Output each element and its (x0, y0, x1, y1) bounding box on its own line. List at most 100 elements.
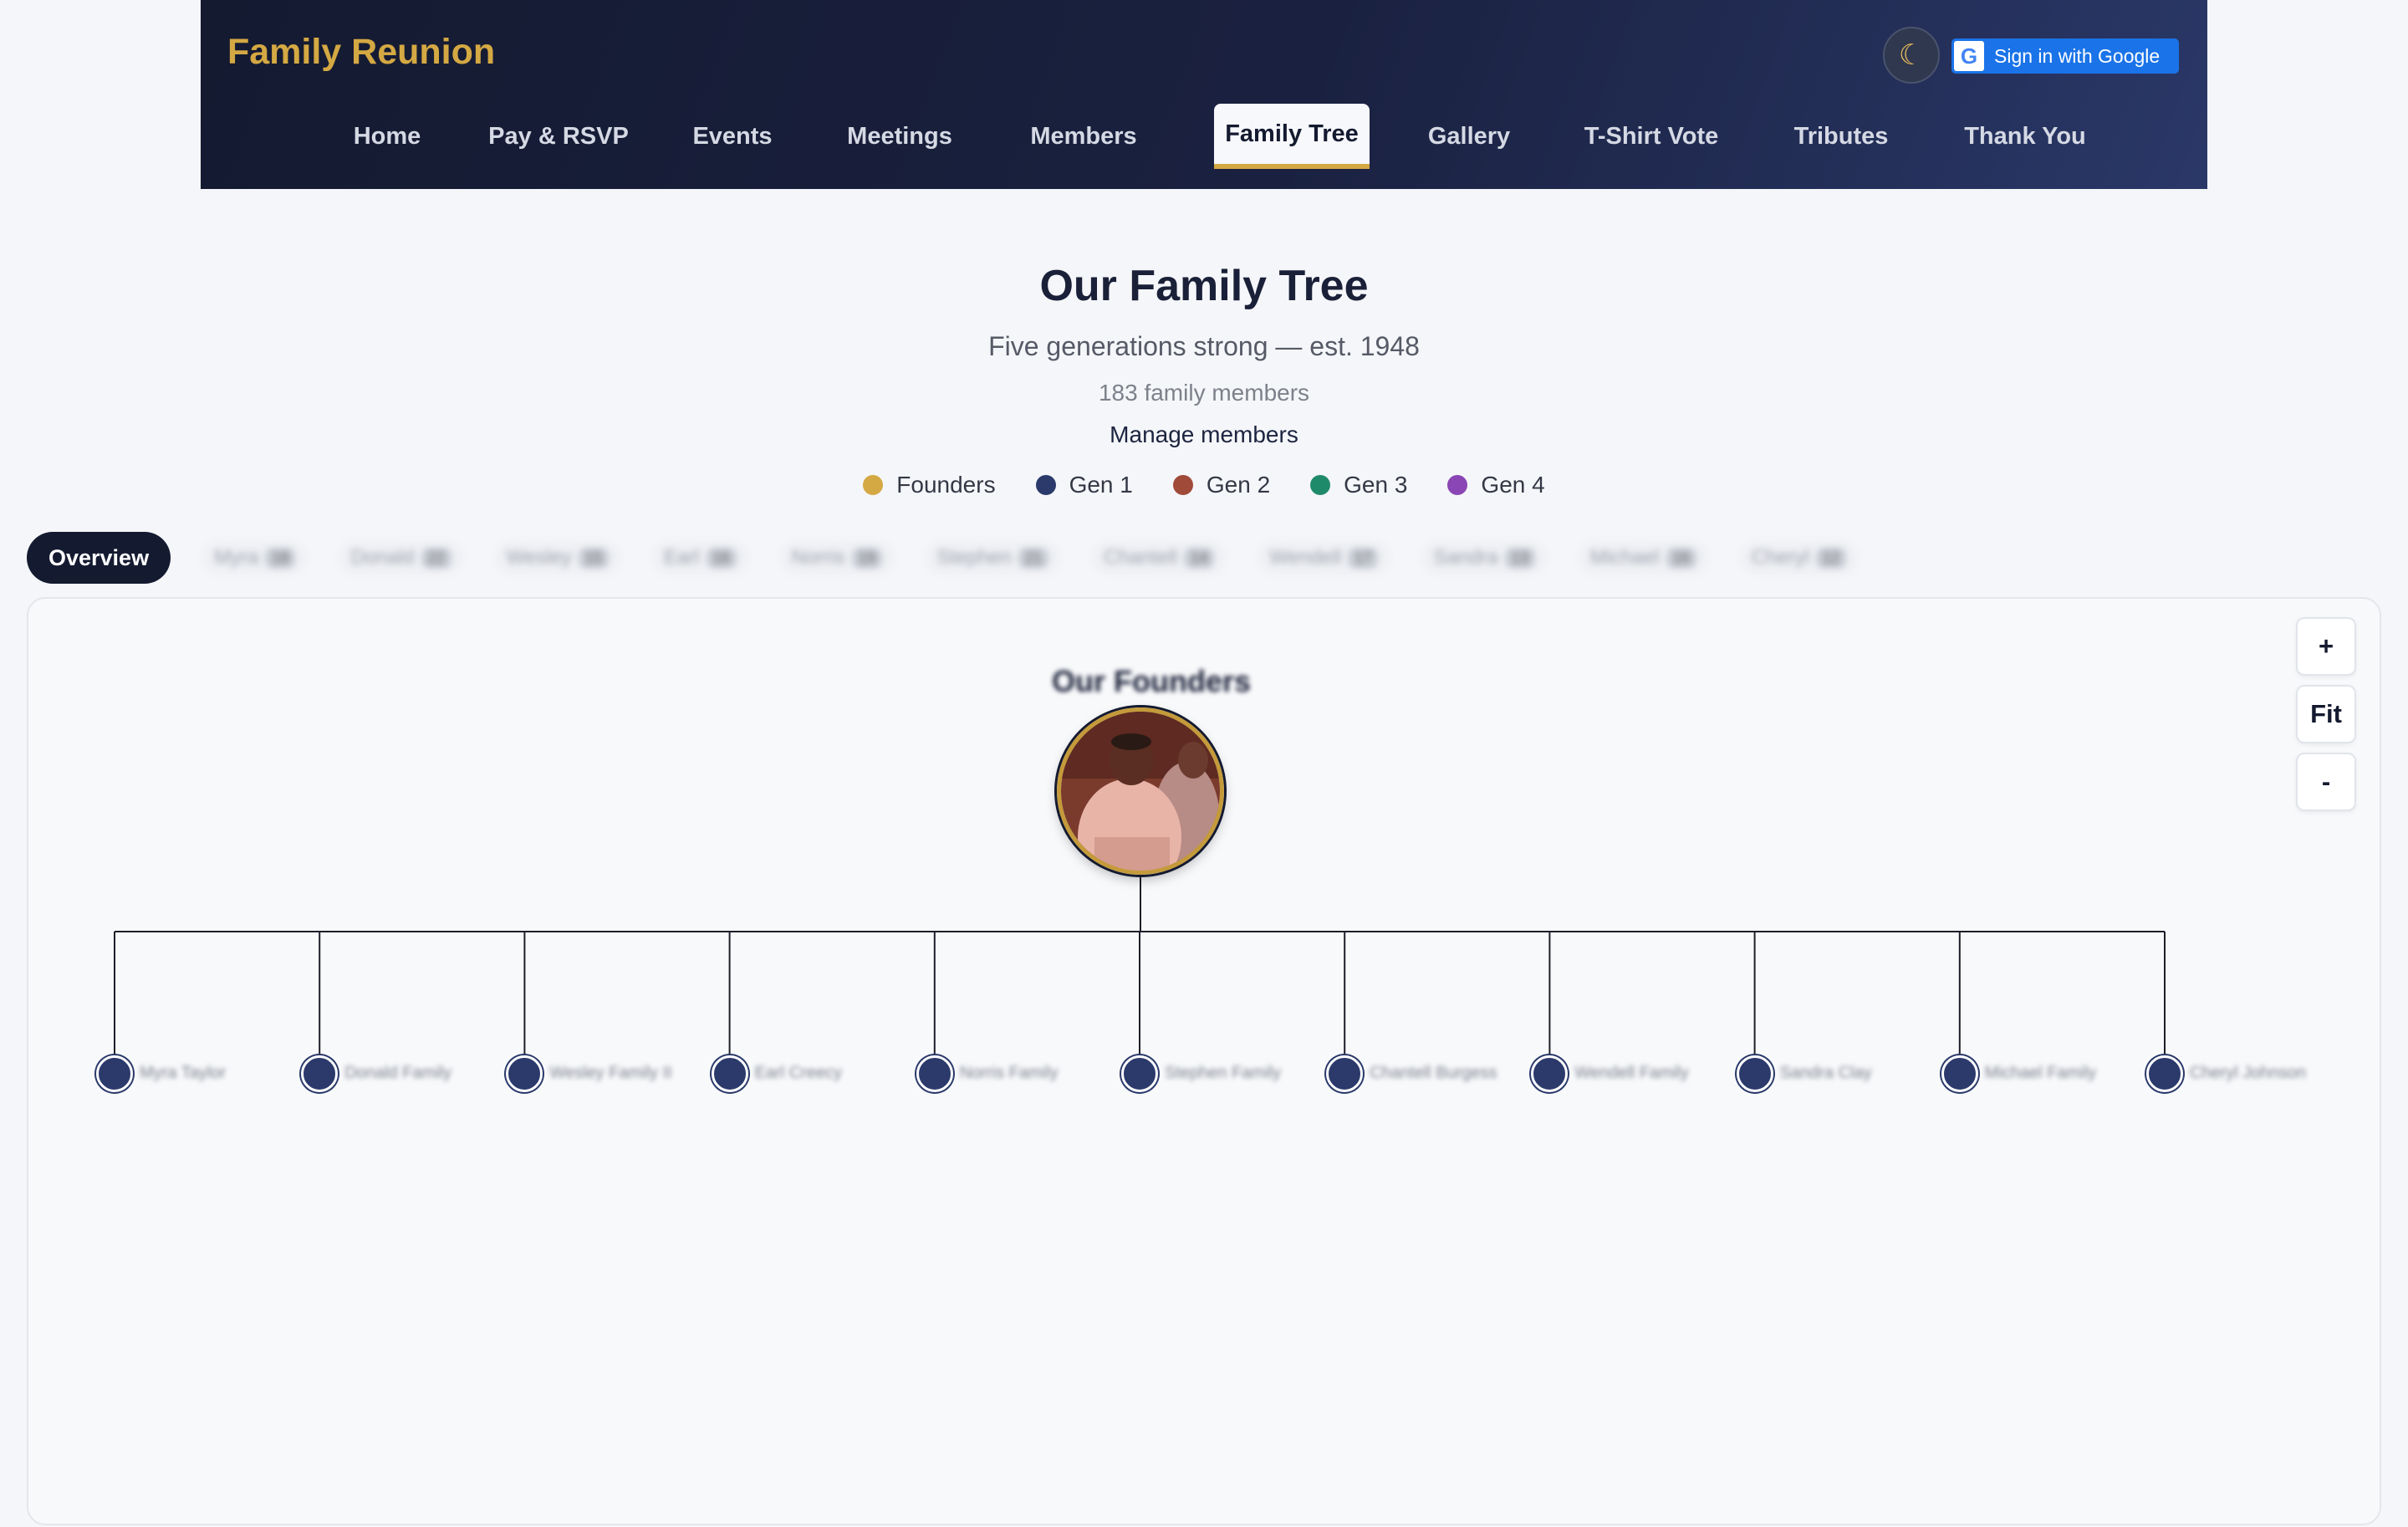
manage-members-link: Manage members (0, 421, 2408, 448)
gen1-member-node[interactable] (1121, 1055, 1158, 1092)
fit-button[interactable]: Fit (2296, 685, 2356, 743)
tab-branch-label: Michael (1589, 546, 1660, 569)
legend-item-gen1: Gen 1 (1035, 472, 1133, 498)
gen1-member-name[interactable]: Sandra Clay (1779, 1064, 1872, 1082)
tab-branch-count: 21 (1018, 547, 1049, 569)
gen1-member-node[interactable] (1941, 1055, 1978, 1092)
nav-home[interactable]: Home (353, 122, 421, 150)
tab-branch[interactable]: Chantell 14 (1092, 541, 1227, 575)
gen1-member-node[interactable] (1736, 1055, 1773, 1092)
gen1-member-node[interactable] (506, 1055, 543, 1092)
tab-branch-count: 15 (578, 547, 609, 569)
tab-branch-label: Sandra (1433, 546, 1498, 569)
tab-branch[interactable]: Michael 16 (1578, 541, 1708, 575)
main-nav: Home Pay & RSVP Events Meetings Members … (201, 104, 2207, 169)
gen1-member-name[interactable]: Norris Family (959, 1064, 1059, 1082)
gen1-member-name[interactable]: Chantell Burgess (1370, 1064, 1497, 1082)
gen1-member-name[interactable]: Donald Family (344, 1064, 452, 1082)
theme-toggle-button[interactable]: ☾ (1883, 27, 1940, 84)
tab-branch-label: Myra (214, 546, 259, 569)
tab-branch[interactable]: Stephen 21 (925, 541, 1061, 575)
gen1-member-name[interactable]: Michael Family (1984, 1064, 2097, 1082)
legend-dot-gen4 (1447, 475, 1468, 495)
brand-title[interactable]: Family Reunion (227, 32, 496, 72)
legend-dot-founders (863, 475, 884, 495)
legend-dot-gen2 (1172, 475, 1193, 495)
tab-branch[interactable]: Donald 22 (339, 541, 463, 575)
tab-branch[interactable]: Cheryl 12 (1739, 541, 1858, 575)
founder-portrait-image (1061, 712, 1220, 871)
nav-tributes[interactable]: Tributes (1793, 122, 1889, 150)
tab-branch-count: 18 (265, 547, 296, 569)
nav-tshirt-vote[interactable]: T-Shirt Vote (1584, 122, 1719, 150)
nav-events[interactable]: Events (692, 122, 773, 150)
gen1-member-node[interactable] (1326, 1055, 1364, 1092)
tab-branch-label: Donald (350, 546, 415, 569)
gen1-member-node[interactable] (301, 1055, 339, 1092)
gen1-member-name[interactable]: Myra Taylor (140, 1064, 226, 1082)
gen1-member-name[interactable]: Stephen Family (1165, 1064, 1281, 1082)
nav-members[interactable]: Members (1030, 122, 1137, 150)
nav-thank-you[interactable]: Thank You (1964, 122, 2086, 150)
legend-item-gen4: Gen 4 (1447, 472, 1545, 498)
tab-branch[interactable]: Wendell 17 (1258, 541, 1390, 575)
nav-family-tree[interactable]: Family Tree (1214, 104, 1370, 169)
tab-branch[interactable]: Myra 18 (202, 541, 308, 575)
moon-icon: ☾ (1898, 39, 1925, 71)
tab-branch-label: Chantell (1104, 546, 1178, 569)
site-header: Family Reunion ☾ G Sign in with Google H… (201, 0, 2207, 189)
member-count: 183 family members (1098, 380, 1310, 406)
legend-label: Founders (896, 472, 996, 498)
nav-gallery[interactable]: Gallery (1427, 122, 1511, 150)
legend-label: Gen 4 (1481, 472, 1545, 498)
tab-branch[interactable]: Earl 16 (651, 541, 748, 575)
gen1-member-name[interactable]: Wesley Family II (549, 1064, 672, 1082)
tab-branch-count: 14 (1184, 547, 1215, 569)
gen1-member-name[interactable]: Wendell Family (1574, 1064, 1689, 1082)
gen1-member-node[interactable] (2146, 1055, 2183, 1092)
tab-branch[interactable]: Wesley 15 (494, 541, 620, 575)
tab-branch-label: Stephen (936, 546, 1012, 569)
tab-overview[interactable]: Overview (27, 532, 171, 584)
page-title: Our Family Tree (1039, 262, 1369, 310)
legend-dot-gen3 (1310, 475, 1331, 495)
nav-meetings[interactable]: Meetings (847, 122, 952, 150)
gen1-member-node[interactable] (711, 1055, 748, 1092)
manage-members-link-text[interactable]: Manage members (1110, 421, 1298, 447)
tab-branch-label: Wesley (506, 546, 572, 569)
tab-branch-count: 16 (1666, 547, 1696, 569)
tree-connector-lines (114, 875, 2166, 1055)
nav-pay-rsvp[interactable]: Pay & RSVP (488, 122, 629, 150)
gen1-member-name[interactable]: Cheryl Johnson (2190, 1064, 2306, 1082)
google-logo-icon: G (1954, 41, 1984, 71)
gen1-member-node[interactable] (96, 1055, 133, 1092)
tab-branch-label: Norris (791, 546, 845, 569)
tab-branch-label: Cheryl (1751, 546, 1809, 569)
legend-dot-gen1 (1035, 475, 1056, 495)
family-tree-canvas[interactable]: + Fit - Our Founders Myra Taylor Donald F… (27, 597, 2381, 1525)
legend-item-gen2: Gen 2 (1172, 472, 1271, 498)
gen1-member-name[interactable]: Earl Creecy (754, 1064, 843, 1082)
tab-branch-count: 19 (851, 547, 882, 569)
gen1-member-node[interactable] (916, 1055, 953, 1092)
google-sign-in-button[interactable]: G Sign in with Google (1951, 38, 2179, 74)
generation-legend: Founders Gen 1 Gen 2 Gen 3 Gen 4 (0, 472, 2408, 498)
tab-branch-count: 13 (1504, 547, 1535, 569)
tab-branch[interactable]: Norris 19 (779, 541, 894, 575)
gen1-member-node[interactable] (1531, 1055, 1569, 1092)
tab-branch-count: 12 (1815, 547, 1846, 569)
legend-label: Gen 2 (1206, 472, 1271, 498)
page-subtitle: Five generations strong — est. 1948 (988, 331, 1420, 361)
tab-branch-count: 22 (421, 547, 452, 569)
legend-label: Gen 3 (1344, 472, 1408, 498)
founders-label: Our Founders (1052, 664, 1252, 698)
tab-branch-label: Wendell (1269, 546, 1342, 569)
zoom-out-button[interactable]: - (2296, 753, 2356, 811)
tab-branch[interactable]: Sandra 13 (1421, 541, 1547, 575)
zoom-in-button[interactable]: + (2296, 617, 2356, 676)
legend-item-founders: Founders (863, 472, 996, 498)
tab-branch-count: 17 (1348, 547, 1379, 569)
founder-photo[interactable] (1057, 707, 1224, 875)
tab-branch-count: 16 (706, 547, 737, 569)
legend-label: Gen 1 (1069, 472, 1133, 498)
